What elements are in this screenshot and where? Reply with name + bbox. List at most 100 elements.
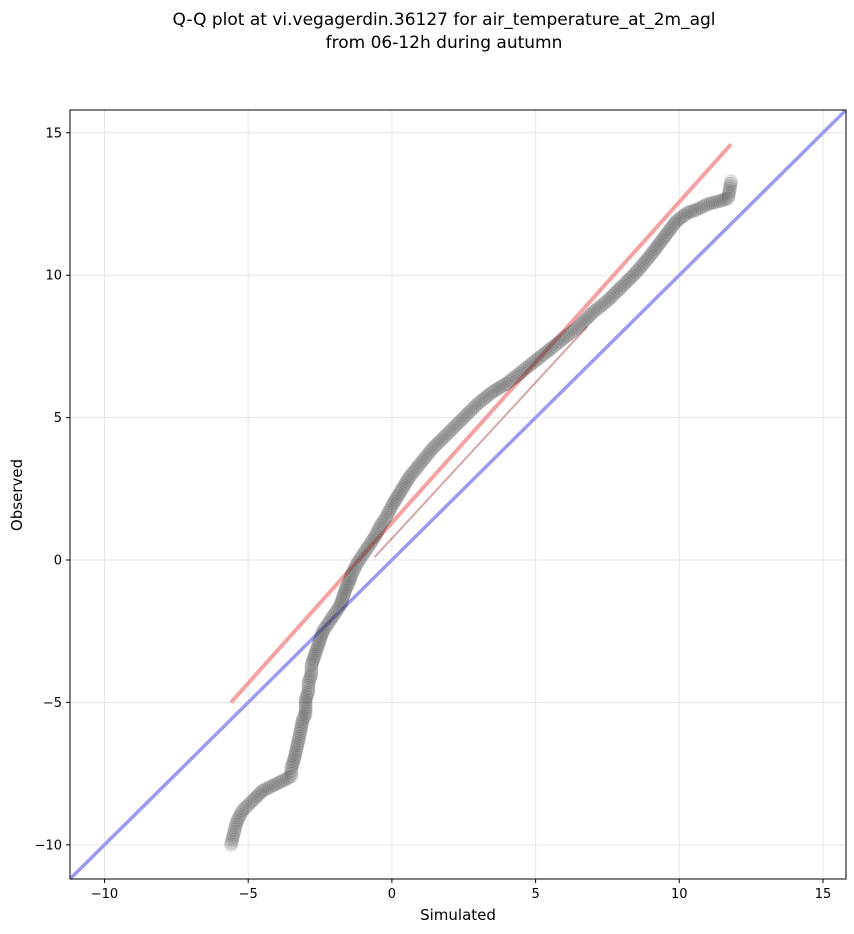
quantile-point <box>337 585 352 600</box>
quantile-point <box>432 434 447 449</box>
quantile-point <box>712 194 727 209</box>
y-tick-label: 0 <box>54 554 62 569</box>
quantile-point <box>649 240 664 255</box>
quantile-point <box>230 812 245 827</box>
quantile-point <box>448 419 463 434</box>
quantile-point <box>520 360 535 375</box>
quantile-point <box>723 176 738 191</box>
quantile-point <box>336 590 351 605</box>
quantile-point <box>512 366 527 381</box>
quantile-point <box>518 361 533 376</box>
quantile-point <box>228 820 243 835</box>
quantile-point <box>536 347 551 362</box>
quantile-point <box>325 609 340 624</box>
quantile-point <box>408 462 423 477</box>
quantile-point <box>284 766 299 781</box>
quantile-point <box>722 183 737 198</box>
quantile-point <box>547 338 562 353</box>
quantile-point <box>600 293 615 308</box>
quantile-point <box>638 253 653 268</box>
quantile-point <box>440 426 455 441</box>
y-tick-label: 15 <box>45 126 62 141</box>
quantile-point <box>627 267 642 282</box>
quantile-point <box>625 268 640 283</box>
quantile-point <box>647 242 662 257</box>
quantile-point <box>273 774 288 789</box>
quantile-point <box>588 303 603 318</box>
quantile-point <box>689 202 704 217</box>
quantile-point <box>495 378 510 393</box>
quantile-point <box>420 448 435 463</box>
quantile-point <box>623 270 638 285</box>
quantile-point <box>354 549 369 564</box>
quantile-point <box>679 206 694 221</box>
quantile-point <box>340 577 355 592</box>
quantile-point <box>284 769 299 784</box>
quantile-point <box>317 622 332 637</box>
quantile-point <box>291 731 306 746</box>
quantile-point <box>491 381 506 396</box>
quantile-point <box>303 669 318 684</box>
quantile-point <box>575 315 590 330</box>
quantile-point <box>301 678 316 693</box>
quantile-point <box>301 675 316 690</box>
quantile-point <box>359 543 374 558</box>
quantile-point <box>233 808 248 823</box>
quantile-point <box>311 637 326 652</box>
quantile-point <box>493 380 508 395</box>
quantile-point <box>703 196 718 211</box>
quantile-point <box>436 430 451 445</box>
quantile-point <box>295 714 310 729</box>
quantile-point <box>328 604 343 619</box>
quantile-point <box>397 478 412 493</box>
quantile-point <box>298 699 313 714</box>
quantile-point <box>567 322 582 337</box>
quantile-point <box>604 290 619 305</box>
quantile-point <box>376 514 391 529</box>
quantile-point <box>450 417 465 432</box>
quantile-point <box>569 321 584 336</box>
quantile-point <box>245 794 260 809</box>
quantile-point <box>643 248 658 263</box>
quantile-point <box>659 227 674 242</box>
quantile-point <box>402 470 417 485</box>
quantile-point <box>499 376 514 391</box>
quantile-point <box>288 747 303 762</box>
quantile-point <box>304 661 319 676</box>
quantile-point <box>296 710 311 725</box>
quantile-point <box>395 480 410 495</box>
quantile-point <box>292 726 307 741</box>
plot-area <box>70 110 846 879</box>
x-axis-label: Simulated <box>420 906 496 924</box>
quantile-point <box>369 525 384 540</box>
quantile-point <box>297 708 312 723</box>
quantile-point <box>348 560 363 575</box>
quantile-point <box>503 373 518 388</box>
quantile-point <box>314 628 329 643</box>
quantile-point <box>403 468 418 483</box>
quantile-point <box>453 413 468 428</box>
quantile-point <box>721 186 736 201</box>
quantile-point <box>413 456 428 471</box>
quantile-point <box>275 773 290 788</box>
quantile-point <box>250 788 265 803</box>
quantile-point <box>622 272 637 287</box>
quantile-point <box>459 407 474 422</box>
quantile-point <box>368 527 383 542</box>
x-tick-label: 10 <box>671 887 688 902</box>
quantile-point <box>345 564 360 579</box>
quantile-point <box>383 501 398 516</box>
quantile-point <box>307 649 322 664</box>
quantile-point <box>290 738 305 753</box>
quantile-point <box>508 369 523 384</box>
quantile-point <box>295 712 310 727</box>
quantile-point <box>611 283 626 298</box>
quantile-point <box>542 342 557 357</box>
quantile-point <box>633 259 648 274</box>
quantile-point <box>719 192 734 206</box>
quantile-point <box>534 348 549 363</box>
quantile-points <box>223 174 739 852</box>
x-tick-label: 15 <box>815 887 832 902</box>
quantile-point <box>407 464 422 479</box>
quantile-point <box>696 199 711 214</box>
